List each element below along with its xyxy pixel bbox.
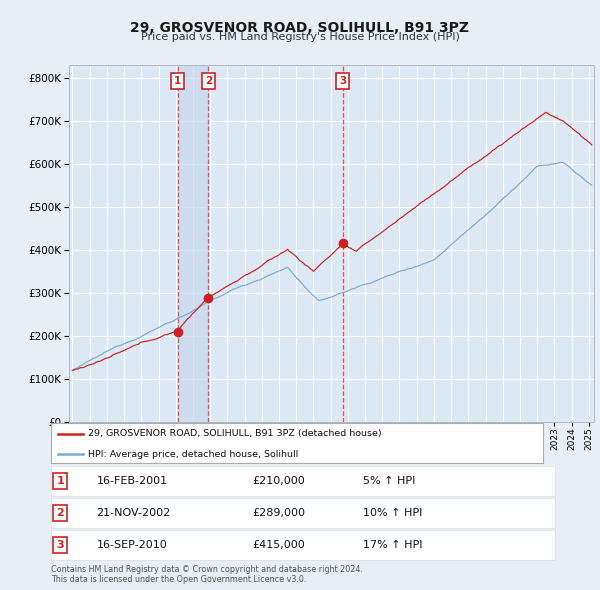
Text: 17% ↑ HPI: 17% ↑ HPI bbox=[364, 540, 423, 550]
Text: £289,000: £289,000 bbox=[253, 508, 305, 518]
Text: 16-FEB-2001: 16-FEB-2001 bbox=[97, 476, 167, 486]
Text: 5% ↑ HPI: 5% ↑ HPI bbox=[364, 476, 416, 486]
Text: £210,000: £210,000 bbox=[253, 476, 305, 486]
Text: 2: 2 bbox=[56, 508, 64, 518]
Text: Contains HM Land Registry data © Crown copyright and database right 2024.: Contains HM Land Registry data © Crown c… bbox=[51, 565, 363, 573]
Text: 3: 3 bbox=[56, 540, 64, 550]
Text: 16-SEP-2010: 16-SEP-2010 bbox=[97, 540, 167, 550]
Text: 10% ↑ HPI: 10% ↑ HPI bbox=[364, 508, 423, 518]
Text: 29, GROSVENOR ROAD, SOLIHULL, B91 3PZ: 29, GROSVENOR ROAD, SOLIHULL, B91 3PZ bbox=[131, 21, 470, 35]
Bar bbox=[178, 65, 208, 422]
Text: £415,000: £415,000 bbox=[253, 540, 305, 550]
Text: 29, GROSVENOR ROAD, SOLIHULL, B91 3PZ (detached house): 29, GROSVENOR ROAD, SOLIHULL, B91 3PZ (d… bbox=[88, 430, 382, 438]
Text: 1: 1 bbox=[174, 76, 181, 86]
Text: HPI: Average price, detached house, Solihull: HPI: Average price, detached house, Soli… bbox=[88, 450, 298, 459]
Text: 1: 1 bbox=[56, 476, 64, 486]
Text: Price paid vs. HM Land Registry's House Price Index (HPI): Price paid vs. HM Land Registry's House … bbox=[140, 32, 460, 42]
Text: This data is licensed under the Open Government Licence v3.0.: This data is licensed under the Open Gov… bbox=[51, 575, 307, 584]
Text: 21-NOV-2002: 21-NOV-2002 bbox=[97, 508, 170, 518]
Text: 2: 2 bbox=[205, 76, 212, 86]
Text: 3: 3 bbox=[339, 76, 346, 86]
